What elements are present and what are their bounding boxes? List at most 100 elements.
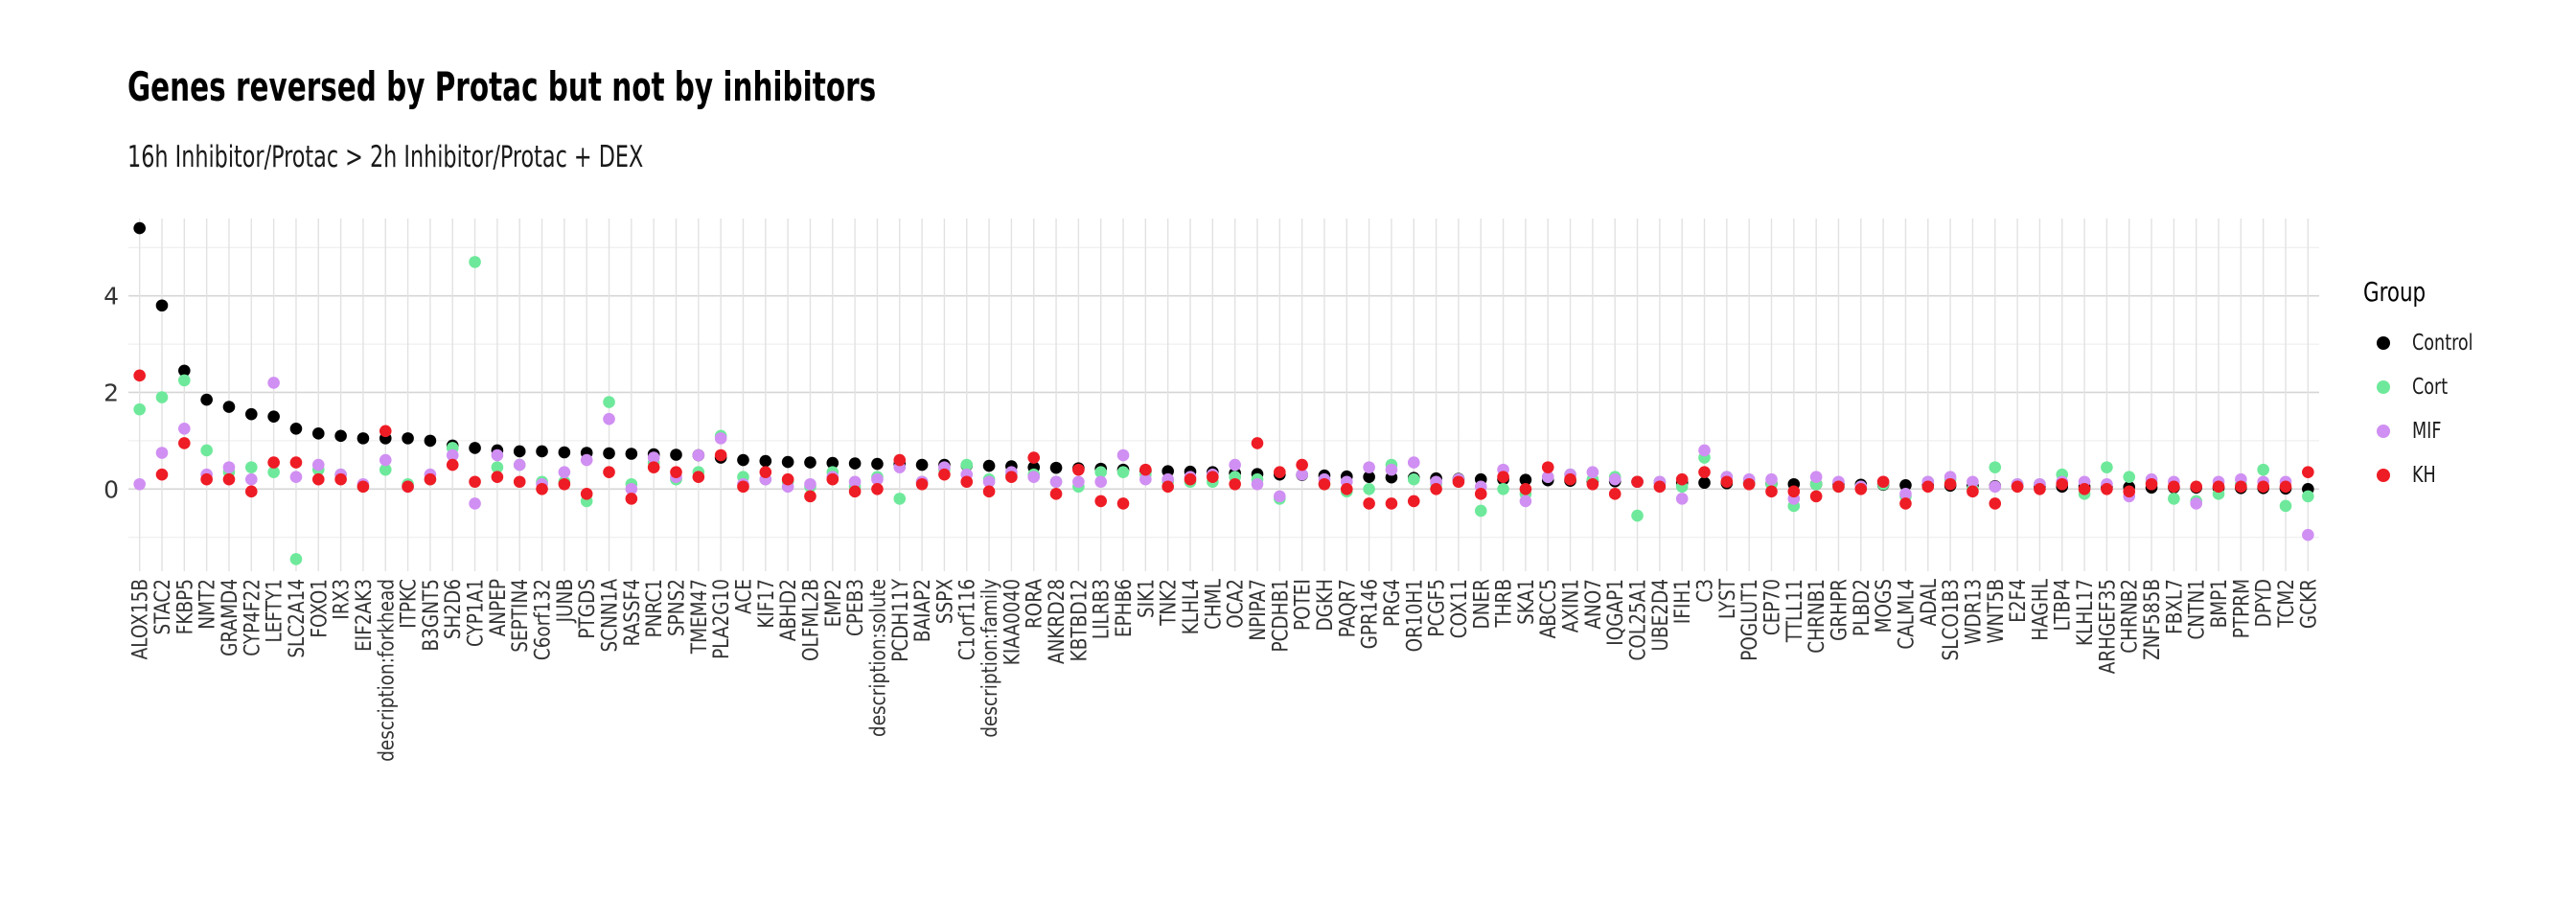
data-point bbox=[1474, 504, 1487, 518]
x-tick-label: SLCO1B3 bbox=[1938, 579, 1963, 660]
data-point bbox=[2056, 477, 2069, 491]
data-point bbox=[737, 453, 749, 467]
data-point bbox=[1921, 480, 1935, 494]
x-tick-label: DPYD bbox=[2251, 579, 2276, 627]
data-point bbox=[558, 477, 571, 491]
data-point bbox=[1094, 494, 1108, 508]
x-tick-label: FOXO1 bbox=[306, 579, 331, 638]
data-point bbox=[893, 453, 907, 467]
data-point bbox=[1899, 488, 1912, 500]
legend-label: Cort bbox=[2412, 375, 2449, 400]
data-point bbox=[1072, 463, 1085, 476]
data-point bbox=[759, 466, 772, 478]
data-point bbox=[379, 425, 392, 438]
data-point bbox=[1139, 463, 1152, 476]
x-tick-label: ITPKC bbox=[396, 579, 421, 629]
legend-label: MIF bbox=[2412, 419, 2442, 444]
x-tick-label: CEP70 bbox=[1760, 579, 1784, 635]
x-tick-label: LEFTY1 bbox=[262, 579, 287, 642]
data-point bbox=[334, 429, 347, 443]
data-point bbox=[1274, 490, 1286, 503]
x-tick-label: KIAA0040 bbox=[1000, 579, 1024, 665]
x-tick-label: PLA2G10 bbox=[708, 579, 733, 659]
data-point bbox=[603, 396, 615, 408]
legend-item: Control bbox=[2363, 321, 2484, 365]
data-point bbox=[2190, 480, 2203, 494]
data-point bbox=[379, 453, 392, 467]
x-tick-label: OLFML2B bbox=[798, 579, 823, 661]
x-tick-label: GPR146 bbox=[1357, 579, 1382, 649]
data-point bbox=[1385, 463, 1398, 476]
data-point bbox=[1899, 497, 1912, 510]
legend-item: MIF bbox=[2363, 409, 2484, 453]
data-point bbox=[155, 299, 169, 312]
data-point bbox=[1899, 478, 1912, 492]
x-tick-label: RASSF4 bbox=[619, 579, 644, 646]
data-point bbox=[424, 434, 437, 448]
x-tick-label: PLBD2 bbox=[1849, 579, 1874, 636]
data-point bbox=[871, 483, 884, 495]
data-point bbox=[289, 422, 303, 435]
data-point bbox=[1608, 488, 1622, 500]
x-tick-label: PCGF5 bbox=[1424, 579, 1449, 637]
data-point bbox=[446, 458, 459, 472]
x-tick-label: LYST bbox=[1714, 579, 1739, 619]
x-tick-label: ARHGEF35 bbox=[2095, 579, 2120, 674]
data-point bbox=[200, 472, 213, 486]
x-tick-label: GRHPR bbox=[1827, 579, 1852, 641]
data-point bbox=[1765, 485, 1778, 498]
data-point bbox=[1430, 483, 1442, 495]
data-point bbox=[1519, 483, 1532, 495]
data-point bbox=[625, 493, 638, 505]
data-point bbox=[1251, 437, 1264, 449]
x-tick-label: IRX3 bbox=[329, 579, 354, 620]
data-point bbox=[1631, 509, 1644, 522]
data-point bbox=[267, 456, 280, 469]
x-tick-label: TNK2 bbox=[1156, 579, 1181, 627]
data-point bbox=[2279, 480, 2292, 494]
x-tick-label: SSPX bbox=[932, 579, 957, 624]
data-point bbox=[222, 461, 236, 473]
x-tick-label: ANKRD28 bbox=[1044, 579, 1069, 664]
data-point bbox=[1452, 475, 1465, 489]
data-point bbox=[1989, 497, 2002, 510]
x-tick-label: CYP4F22 bbox=[240, 579, 264, 656]
data-point bbox=[1094, 466, 1108, 478]
x-tick-label: ALOX15B bbox=[127, 579, 152, 659]
data-point bbox=[311, 472, 325, 486]
data-point bbox=[670, 448, 682, 461]
x-tick-label: HAGHL bbox=[2028, 579, 2053, 641]
data-point bbox=[915, 458, 929, 472]
data-point bbox=[334, 472, 347, 486]
x-tick-label: KLHL4 bbox=[1178, 579, 1203, 634]
data-point bbox=[222, 401, 236, 413]
data-point bbox=[1675, 493, 1689, 505]
x-tick-label: CPEB3 bbox=[842, 579, 867, 636]
legend-title: Group bbox=[2363, 276, 2426, 308]
x-tick-label: CALML4 bbox=[1894, 579, 1919, 650]
x-tick-label: DGKH bbox=[1312, 579, 1337, 631]
data-point bbox=[1072, 475, 1085, 489]
x-tick-label: FKBP5 bbox=[172, 579, 197, 634]
data-point bbox=[402, 432, 414, 445]
x-tick-label: GCKR bbox=[2296, 579, 2321, 629]
data-point bbox=[647, 451, 660, 464]
data-point bbox=[1229, 477, 1241, 491]
data-point bbox=[1385, 497, 1398, 510]
data-point bbox=[714, 448, 727, 462]
data-point bbox=[1274, 466, 1286, 478]
data-point bbox=[692, 448, 705, 462]
data-point bbox=[1698, 466, 1711, 478]
data-point bbox=[491, 448, 504, 462]
data-point bbox=[2190, 497, 2203, 510]
data-point bbox=[200, 444, 213, 457]
y-tick-label: 2 bbox=[104, 379, 119, 406]
data-point bbox=[178, 422, 191, 435]
data-point bbox=[1787, 485, 1801, 498]
data-point bbox=[1207, 471, 1219, 483]
x-tick-label: SIK1 bbox=[1134, 579, 1159, 618]
data-point bbox=[960, 475, 974, 489]
data-point bbox=[647, 461, 660, 473]
x-tick-label: description:forkhead bbox=[373, 579, 398, 762]
data-point bbox=[133, 221, 146, 235]
